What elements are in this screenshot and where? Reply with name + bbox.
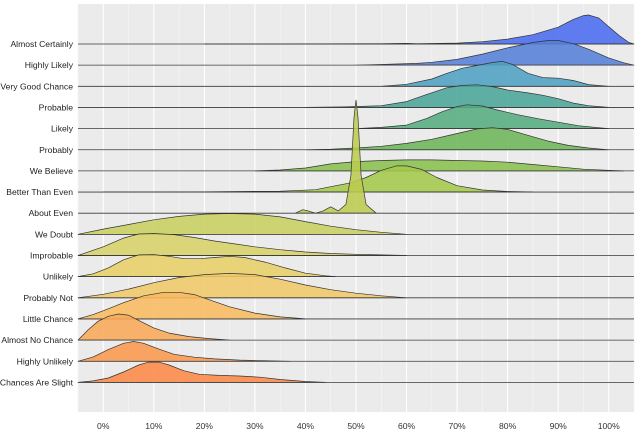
category-label: Likely [51, 124, 74, 134]
ridge-area [380, 61, 610, 87]
ridge-area [254, 159, 625, 172]
ridge-area [77, 341, 291, 362]
x-tick-label: 100% [598, 421, 620, 431]
ridge-area [355, 40, 635, 66]
category-label: About Even [29, 208, 74, 218]
ridge-area [77, 273, 407, 299]
category-label: Almost Certainly [10, 39, 73, 49]
category-label: Almost No Chance [1, 335, 73, 345]
category-label: Better Than Even [6, 187, 73, 197]
x-tick-label: 60% [398, 421, 416, 431]
ridge-area [77, 233, 407, 256]
x-tick-label: 80% [499, 421, 517, 431]
ridge-area [77, 213, 407, 235]
x-tick-label: 10% [145, 421, 163, 431]
ridge-area [305, 127, 610, 151]
ridge-area [355, 104, 610, 129]
ridge-area [102, 165, 534, 193]
category-label: Very Good Chance [0, 81, 73, 91]
x-tick-labels: 0% 10% 20% 30% 40% 50% 60% 70% 80% 90% 100% [97, 421, 620, 431]
category-labels: Almost Certainly Highly Likely Very Good C… [0, 39, 74, 387]
category-label: Chances Are Slight [0, 377, 74, 387]
ridge-area [305, 84, 610, 108]
x-tick-label: 90% [550, 421, 568, 431]
x-tick-label: 20% [196, 421, 214, 431]
ridge-area [294, 99, 377, 214]
category-label: Highly Likely [25, 60, 74, 70]
category-label: Probable [39, 102, 74, 112]
ridge-area [77, 313, 230, 341]
category-label: Improbable [30, 251, 73, 261]
ridges [77, 14, 635, 383]
category-label: We Believe [30, 166, 74, 176]
x-tick-label: 30% [246, 421, 264, 431]
ridge-area [77, 291, 306, 320]
category-label: We Doubt [35, 229, 74, 239]
ridge-area [77, 361, 327, 383]
ridge-area [77, 254, 337, 277]
x-tick-label: 0% [97, 421, 110, 431]
category-label: Probably Not [23, 293, 73, 303]
category-label: Little Chance [23, 314, 73, 324]
x-tick-label: 70% [448, 421, 466, 431]
x-tick-label: 40% [297, 421, 315, 431]
category-label: Highly Unlikely [17, 356, 74, 366]
category-label: Probably [39, 145, 74, 155]
x-tick-label: 50% [347, 421, 365, 431]
category-label: Unlikely [43, 272, 74, 282]
